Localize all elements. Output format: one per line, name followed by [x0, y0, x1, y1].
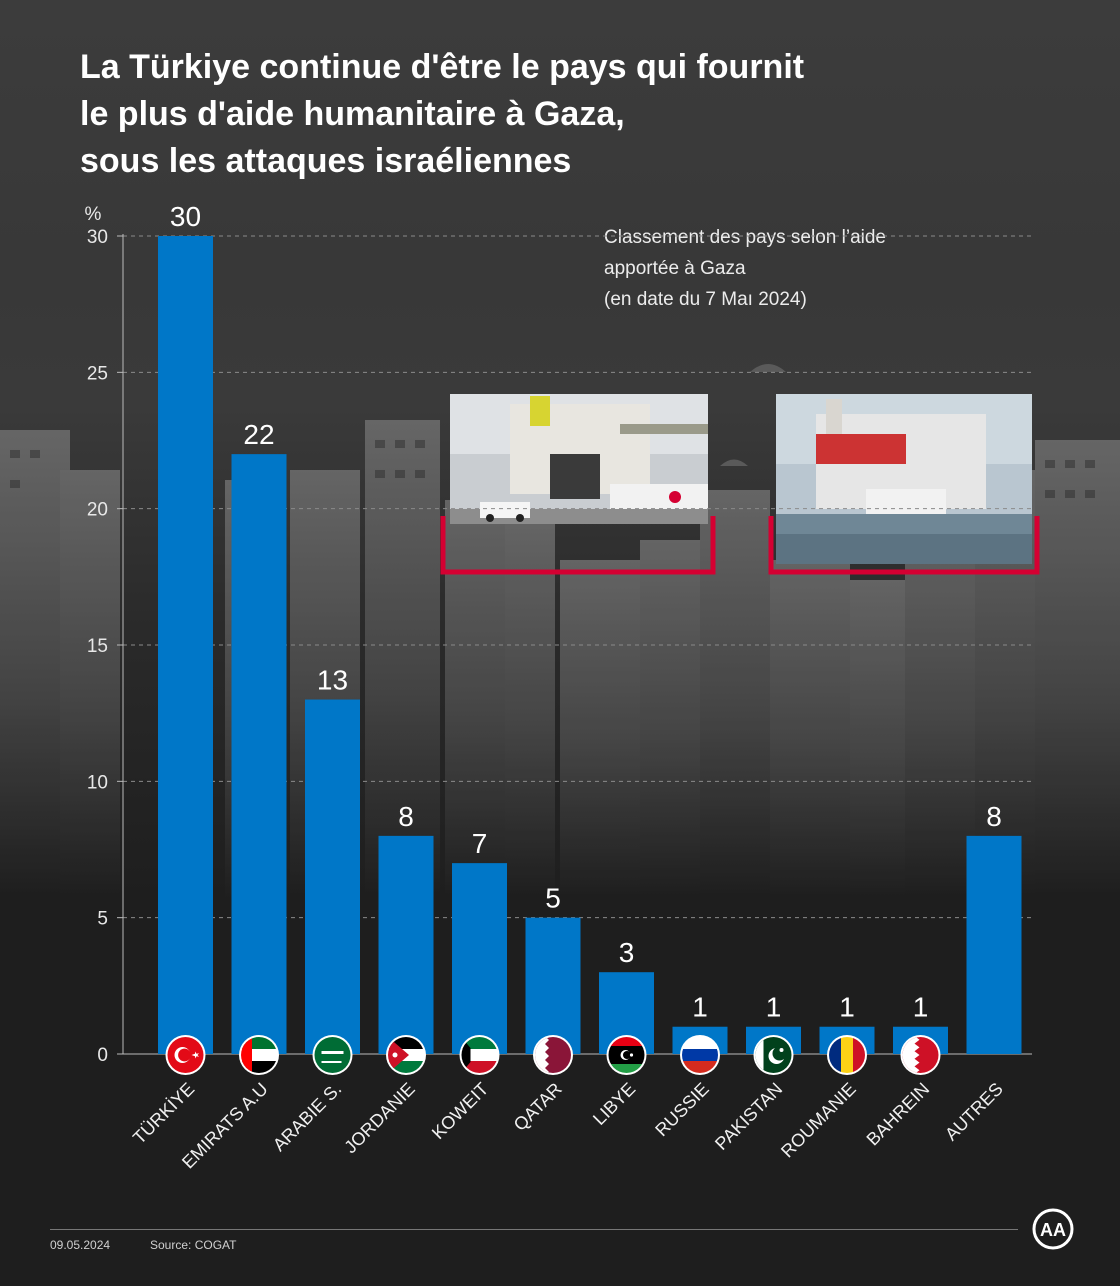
libya-flag-icon — [606, 1035, 647, 1075]
chart-subtitle: Classement des pays selon l’aide apporté… — [604, 227, 886, 310]
data-label: 8 — [398, 801, 414, 832]
y-tick-label: 5 — [97, 909, 108, 930]
photo-frame-right — [768, 516, 1040, 575]
bar — [966, 835, 1022, 1054]
footer-source: Source: COGAT — [150, 1238, 237, 1252]
data-label: 1 — [913, 992, 929, 1023]
parachute-icons — [720, 364, 786, 466]
x-tick-label: JORDANIE — [340, 1079, 418, 1157]
y-tick-label: 30 — [87, 227, 108, 248]
bar — [231, 454, 287, 1055]
x-tick-label: QATAR — [510, 1079, 566, 1135]
logo-text: AA — [1040, 1220, 1066, 1240]
photo-frame-left — [440, 516, 716, 575]
data-label: 1 — [766, 992, 782, 1023]
data-label: 5 — [545, 883, 561, 914]
x-tick-label: AUTRES — [941, 1079, 1007, 1145]
bar — [525, 917, 581, 1054]
data-label: 3 — [619, 937, 635, 968]
turkey-flag-icon — [165, 1035, 206, 1075]
x-tick-label: TÜRKİYE — [129, 1079, 198, 1148]
y-tick-label: 15 — [87, 636, 108, 657]
jordan-flag-icon — [386, 1035, 426, 1075]
data-label: 8 — [986, 801, 1002, 832]
romania-flag-icon — [827, 1035, 867, 1075]
data-label: 1 — [839, 992, 855, 1023]
y-tick-label: 25 — [87, 363, 108, 384]
pakistan-flag-icon — [753, 1035, 794, 1075]
ship-photo-left — [450, 394, 708, 524]
x-tick-label: ARABIE S. — [269, 1079, 345, 1155]
x-tick-label: KOWEIT — [428, 1079, 492, 1143]
russia-flag-icon — [680, 1035, 720, 1075]
x-tick-label: BAHREIN — [863, 1079, 934, 1150]
page-title: La Türkiye continue d'être le pays qui f… — [80, 48, 805, 180]
kuwait-flag-icon — [459, 1035, 500, 1075]
bar — [158, 236, 213, 1054]
footer-divider — [50, 1229, 1018, 1230]
bar — [452, 863, 507, 1054]
data-label: 1 — [692, 992, 708, 1023]
x-tick-label: LIBYE — [589, 1079, 639, 1129]
uae-flag-icon — [239, 1035, 279, 1075]
x-tick-label: PAKISTAN — [711, 1079, 786, 1154]
y-tick-label: 10 — [87, 772, 108, 793]
bahrain-flag-icon — [900, 1035, 941, 1075]
data-label: 22 — [243, 419, 274, 450]
data-label: 13 — [317, 665, 348, 696]
qatar-flag-icon — [533, 1035, 573, 1075]
bar — [305, 699, 360, 1054]
x-tick-label: RUSSIE — [651, 1079, 713, 1141]
bar — [378, 835, 434, 1054]
y-axis-label: % — [85, 204, 102, 225]
footer-date: 09.05.2024 — [50, 1238, 111, 1252]
data-label: 30 — [170, 201, 201, 232]
ship-photo-right — [776, 394, 1032, 564]
x-tick-label: ROUMANIE — [777, 1079, 860, 1162]
y-tick-label: 20 — [87, 500, 108, 521]
saudi-flag-icon — [312, 1035, 353, 1075]
aa-logo-icon: AA — [1032, 1208, 1074, 1250]
data-label: 7 — [472, 828, 488, 859]
y-tick-label: 0 — [97, 1045, 108, 1066]
